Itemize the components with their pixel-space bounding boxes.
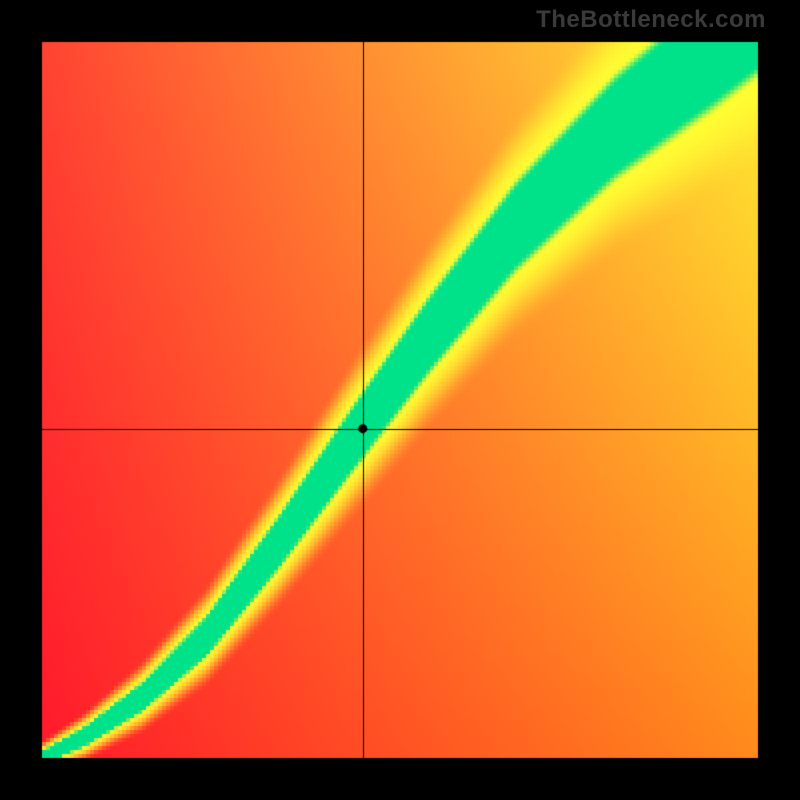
- watermark-text: TheBottleneck.com: [536, 6, 766, 34]
- chart-container: TheBottleneck.com: [0, 0, 800, 800]
- bottleneck-heatmap: [0, 0, 800, 800]
